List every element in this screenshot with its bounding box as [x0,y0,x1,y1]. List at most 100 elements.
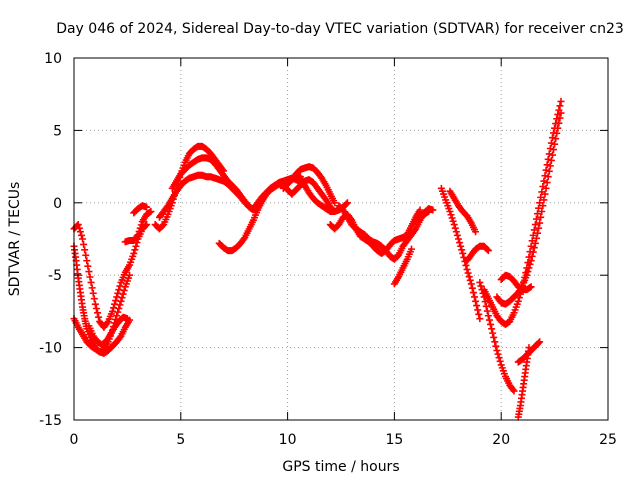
y-tick-label: 10 [44,51,62,67]
plus-marker [527,257,535,265]
plus-marker [103,319,111,327]
plus-marker [524,268,532,276]
plus-marker [550,146,558,154]
plus-marker [92,305,100,313]
x-tick-label: 25 [599,432,617,448]
satellite-track-28 [514,338,544,366]
plus-marker [93,309,101,317]
plus-marker [462,261,470,269]
y-axis-label: SDTVAR / TECUs [7,182,23,297]
satellite-track-4 [85,313,131,349]
plus-marker [531,239,539,247]
y-tick-label: -5 [48,268,62,284]
plus-marker [369,241,377,249]
plus-marker [130,249,138,257]
plus-marker [343,199,351,207]
plus-marker [407,245,415,253]
plus-marker [540,196,548,204]
plus-marker [147,207,155,215]
plus-marker [540,177,548,185]
plus-marker [80,240,88,248]
plus-marker [456,239,464,247]
grid [74,58,608,420]
plus-marker [81,246,89,254]
satellite-track-24 [480,97,565,328]
plus-marker [527,242,535,250]
plus-marker [541,172,549,180]
plus-marker [74,221,82,229]
plus-marker [532,215,540,223]
x-tick-label: 0 [70,432,79,448]
plus-marker [476,315,484,323]
plus-marker [548,134,556,142]
plus-marker [83,257,91,265]
plus-marker [535,339,543,347]
satellite-track-5 [121,207,155,246]
plus-marker [472,297,480,305]
plus-marker [116,282,124,290]
plus-marker [416,206,424,214]
plus-marker [467,280,475,288]
plot-frame [73,57,609,421]
plus-marker [546,162,554,170]
plus-marker [487,320,495,328]
plus-marker [526,260,534,268]
plus-marker [544,173,552,181]
plus-marker [537,213,545,221]
satellite-track-22 [463,242,492,265]
plus-marker [115,286,123,294]
plus-marker [523,271,531,279]
plus-marker [342,200,350,208]
satellite-track-18 [390,245,415,288]
data-markers [70,97,565,421]
plus-marker [545,150,553,158]
plus-marker [85,268,93,276]
plus-marker [347,215,355,223]
plus-marker [454,235,462,243]
plus-marker [108,307,116,315]
plus-marker [554,110,562,118]
plus-marker [331,199,339,207]
chart-title: Day 046 of 2024, Sidereal Day-to-day VTE… [56,21,624,37]
plus-marker [557,97,565,105]
plus-marker [542,184,550,192]
plus-marker [95,313,103,321]
plus-marker [451,224,459,232]
plus-marker [453,231,461,239]
plus-marker [509,386,517,394]
plus-marker [89,289,97,297]
plus-marker [525,264,533,272]
x-tick-label: 15 [385,432,403,448]
plus-marker [143,203,151,211]
plus-marker [471,293,478,301]
plus-marker [458,246,466,254]
plus-marker [116,333,124,341]
plus-marker [493,346,501,354]
plus-marker [555,119,563,127]
plus-marker [449,217,457,225]
plus-marker [528,252,536,260]
satellite-track-12 [279,163,339,207]
plus-marker [477,282,485,290]
plus-marker [459,249,467,257]
plus-marker [113,312,121,320]
plus-marker [544,155,552,163]
x-axis-label: GPS time / hours [282,459,399,475]
satellite-track-23 [476,278,518,395]
plus-marker [547,156,555,164]
satellite-track-7 [151,142,228,233]
plus-marker [87,278,95,286]
plus-marker [473,302,481,310]
plus-marker [240,235,248,243]
plus-marker [114,289,122,297]
plus-marker [476,278,484,286]
x-tick-labels: 0 5 10 15 20 25 [70,432,617,448]
plus-marker [547,139,555,147]
plus-marker [77,231,85,239]
plus-marker [483,307,491,315]
plus-marker [553,129,561,137]
plus-marker [485,316,493,324]
plus-marker [484,312,492,320]
plus-marker [545,167,553,175]
